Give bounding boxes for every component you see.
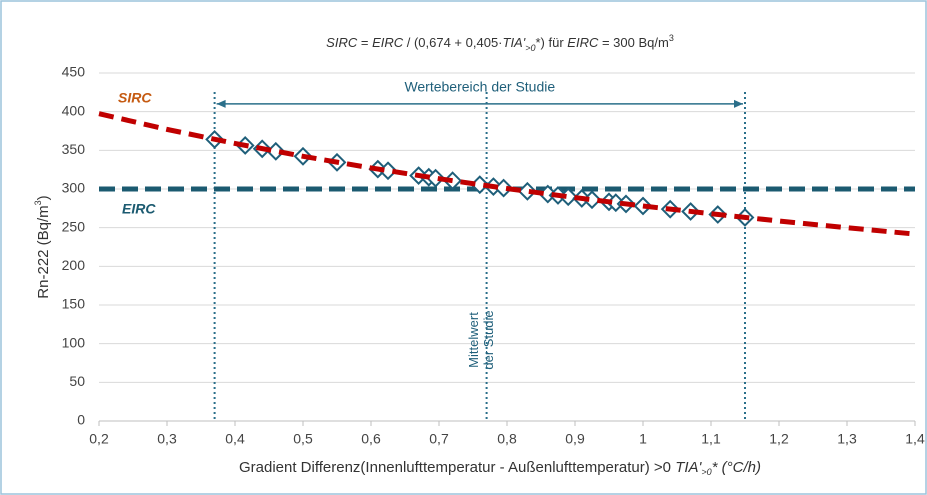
text-part: )	[35, 195, 52, 200]
y-tick-label: 250	[62, 218, 86, 234]
y-axis-label: Rn-222 (Bq/m3)	[33, 195, 52, 298]
mean-label: Mittelwert	[466, 312, 481, 368]
text-part: TIA'	[675, 459, 702, 476]
mean-label: der Studie	[481, 310, 496, 369]
chart-title: SIRC = EIRC / (0,674 + 0,405·TIA'>0*) fü…	[326, 33, 674, 53]
y-tick-label: 150	[62, 296, 86, 312]
x-tick-label: 0,3	[157, 431, 177, 447]
y-tick-label: 300	[62, 180, 86, 196]
text-part: Gradient Differenz(Innenlufttemperatur -…	[239, 459, 675, 476]
text-part: = 300 Bq/m	[598, 35, 668, 50]
text-part: EIRC	[372, 35, 404, 50]
x-tick-label: 0,6	[361, 431, 381, 447]
text-part: SIRC	[326, 35, 358, 50]
text-part: =	[357, 35, 372, 50]
sirc-label: SIRC	[118, 90, 152, 106]
text-part: * (°C/h)	[712, 459, 761, 476]
range-label: Wertebereich der Studie	[404, 79, 555, 95]
text-part: >0	[525, 43, 535, 53]
sirc-curve	[98, 111, 916, 237]
x-tick-label: 0,9	[565, 431, 585, 447]
x-tick-label: 1	[639, 431, 647, 447]
text-part: TIA'	[503, 35, 526, 50]
y-tick-label: 350	[62, 141, 86, 157]
x-tick-label: 0,2	[89, 431, 109, 447]
text-part: >0	[701, 467, 711, 477]
text-part: 3	[669, 33, 674, 43]
text-part: / (0,674 + 0,405·	[403, 35, 502, 50]
x-tick-label: 1,3	[837, 431, 857, 447]
x-tick-label: 1,2	[769, 431, 789, 447]
y-tick-label: 50	[69, 373, 85, 389]
x-tick-label: 0,7	[429, 431, 449, 447]
x-tick-label: 0,8	[497, 431, 517, 447]
text-part: EIRC	[567, 35, 599, 50]
text-part: 3	[33, 200, 43, 205]
x-tick-label: 1,4	[905, 431, 925, 447]
x-tick-label: 1,1	[701, 431, 721, 447]
x-tick-label: 0,4	[225, 431, 245, 447]
y-tick-label: 450	[62, 64, 86, 80]
eirc-label: EIRC	[122, 201, 156, 217]
data-point	[517, 181, 537, 201]
y-tick-label: 0	[77, 412, 85, 428]
text-part: Rn-222 (Bq/m	[35, 205, 52, 298]
data-point	[426, 168, 446, 188]
text-part: *) für	[535, 35, 567, 50]
y-tick-label: 100	[62, 334, 86, 350]
y-tick-label: 200	[62, 257, 86, 273]
x-tick-label: 0,5	[293, 431, 313, 447]
y-tick-label: 400	[62, 102, 86, 118]
x-axis-label: Gradient Differenz(Innenlufttemperatur -…	[239, 459, 761, 477]
